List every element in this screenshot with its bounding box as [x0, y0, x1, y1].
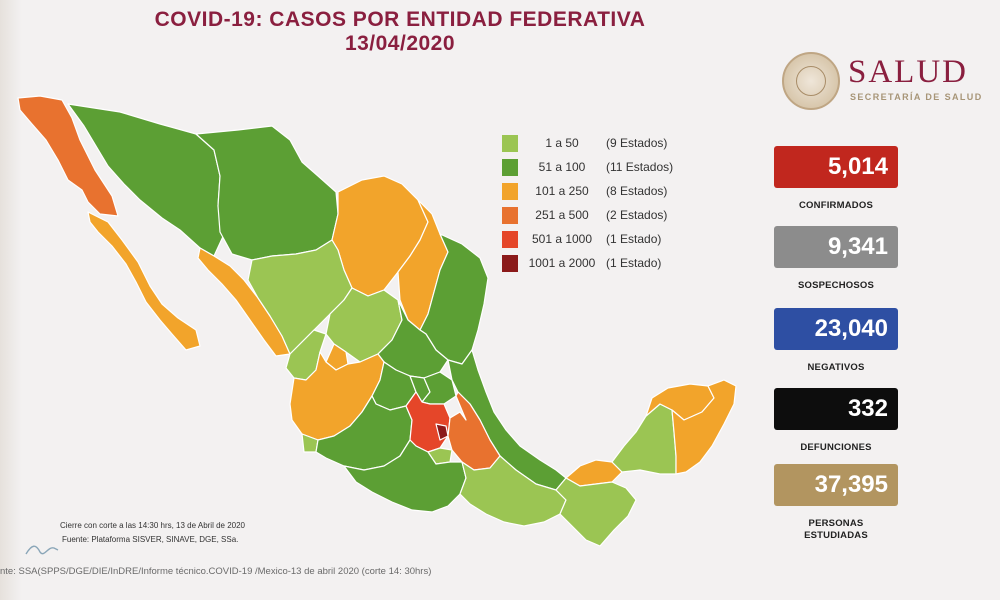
- legend-swatch: [502, 183, 518, 200]
- stat-defunciones: 332 DEFUNCIONES: [774, 388, 898, 454]
- left-ornament: [0, 0, 22, 600]
- state-baja-california: [17, 95, 119, 217]
- stat-confirmados: 5,014 CONFIRMADOS: [774, 146, 898, 212]
- legend-range: 51 a 100: [538, 160, 586, 174]
- state-baja-california-sur: [87, 211, 201, 351]
- legend-swatch: [502, 207, 518, 224]
- legend-item: 1001 a 2000 (1 Estado): [502, 253, 692, 277]
- stat-label: NEGATIVOS: [807, 362, 865, 373]
- legend-range: 1 a 50: [545, 136, 579, 150]
- legend-swatch: [502, 231, 518, 248]
- footer-source: nte: SSA(SPPS/DGE/DIE/InDRE/Informe técn…: [0, 566, 432, 577]
- legend-count: (2 Estados): [606, 208, 668, 222]
- stat-label: SOSPECHOSOS: [797, 280, 875, 291]
- logo-main-text: SALUD: [848, 54, 969, 90]
- legend-count: (11 Estados): [606, 160, 674, 174]
- government-seal-icon: [782, 52, 840, 110]
- stat-negativos: 23,040 NEGATIVOS: [774, 308, 898, 374]
- legend-count: (1 Estado): [606, 256, 662, 270]
- legend-item: 501 a 1000 (1 Estado): [502, 229, 692, 253]
- legend-swatch: [502, 159, 518, 176]
- legend-item: 251 a 500 (2 Estados): [502, 205, 692, 229]
- legend-count: (8 Estados): [606, 184, 668, 198]
- mexico-map-svg: [17, 95, 737, 547]
- state-chiapas: [555, 477, 637, 547]
- legend-range: 251 a 500: [535, 208, 589, 222]
- legend-item: 101 a 250 (8 Estados): [502, 181, 692, 205]
- mexico-map: [0, 80, 760, 560]
- state-quintana-roo: [671, 379, 737, 475]
- legend-range: 101 a 250: [535, 184, 589, 198]
- legend-count: (9 Estados): [606, 136, 668, 150]
- map-legend: 1 a 50 (9 Estados) 51 a 100 (11 Estados)…: [502, 133, 692, 277]
- slide-title: COVID-19: CASOS POR ENTIDAD FEDERATIVA: [154, 8, 646, 31]
- state-campeche: [611, 403, 677, 475]
- note-fuente: Fuente: Plataforma SISVER, SINAVE, DGE, …: [62, 535, 239, 544]
- slide-date: 13/04/2020: [344, 32, 456, 55]
- legend-item: 1 a 50 (9 Estados): [502, 133, 692, 157]
- legend-count: (1 Estado): [606, 232, 662, 246]
- stat-value: 23,040: [774, 308, 898, 350]
- legend-swatch: [502, 135, 518, 152]
- logo-sub-text: SECRETARÍA DE SALUD: [850, 92, 983, 102]
- note-cierre: Cierre con corte a las 14:30 hrs, 13 de …: [60, 521, 245, 530]
- stat-label: DEFUNCIONES: [800, 442, 872, 453]
- legend-range: 501 a 1000: [531, 232, 593, 246]
- stat-value: 332: [774, 388, 898, 430]
- stat-value: 37,395: [774, 464, 898, 506]
- stat-label: PERSONAS ESTUDIADAS: [804, 518, 868, 541]
- stat-value: 5,014: [774, 146, 898, 188]
- legend-swatch: [502, 255, 518, 272]
- legend-range: 1001 a 2000: [528, 256, 596, 270]
- stat-sospechosos: 9,341 SOSPECHOSOS: [774, 226, 898, 292]
- stat-value: 9,341: [774, 226, 898, 268]
- state-sinaloa: [197, 247, 291, 357]
- stat-label: CONFIRMADOS: [799, 200, 873, 211]
- legend-item: 51 a 100 (11 Estados): [502, 157, 692, 181]
- salud-logo: SALUD SECRETARÍA DE SALUD: [780, 50, 990, 112]
- footer-wave-icon: [25, 545, 59, 555]
- stat-personas-estudiadas: 37,395 PERSONAS ESTUDIADAS: [774, 464, 898, 542]
